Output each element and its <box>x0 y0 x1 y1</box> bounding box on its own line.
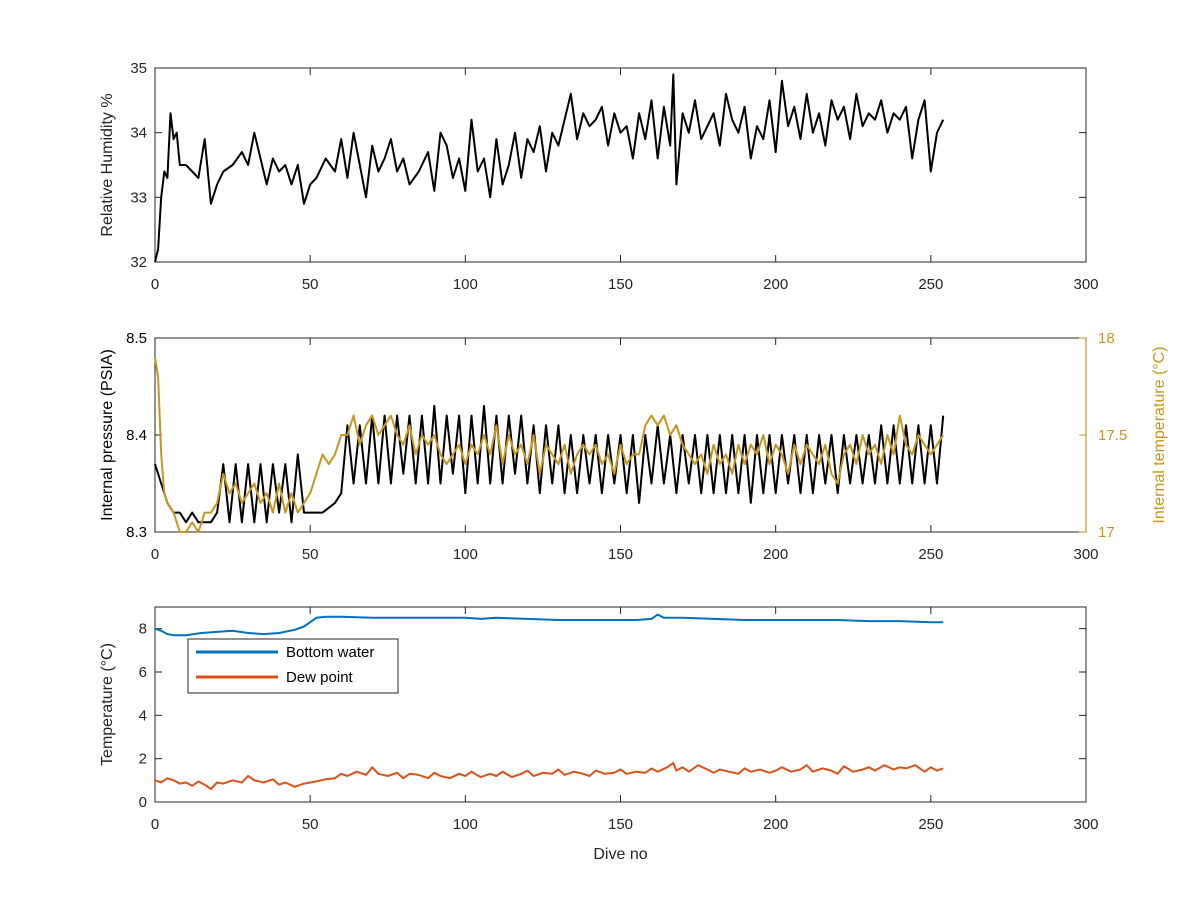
x-tick-label: 150 <box>608 546 633 563</box>
series-lines <box>154 613 944 790</box>
x-tick-label: 300 <box>1073 276 1098 293</box>
legend-label-dew-point: Dew point <box>286 669 354 686</box>
series-line-1-0 <box>154 404 945 524</box>
x-tick-label: 250 <box>918 546 943 563</box>
x-tick-label: 300 <box>1073 546 1098 563</box>
x-tick-label: 200 <box>763 546 788 563</box>
legend-box <box>187 638 399 694</box>
panel-humidity: 0 50 100 150 200 250 300 32 33 34 35 Relative Hum… <box>99 60 1099 293</box>
y-tick-label: 6 <box>139 664 147 681</box>
x-tick-label: 50 <box>302 816 319 833</box>
y-axis-label: Temperature (°C) <box>99 643 116 766</box>
y-ticks: 8.3 8.4 8.5 <box>126 330 162 541</box>
y-axis-label: Internal pressure (PSIA) <box>99 349 116 521</box>
y-ticks: 32 33 34 35 <box>130 60 1086 271</box>
x-ticks: 0 50 100 150 200 250 300 <box>151 607 1099 833</box>
x-tick-label: 250 <box>918 816 943 833</box>
y-tick-label: 8 <box>139 621 147 638</box>
y-tick-label: 4 <box>139 707 147 724</box>
y-tick-label: 8.3 <box>126 524 147 541</box>
x-tick-label: 150 <box>608 816 633 833</box>
series-lines <box>154 357 945 533</box>
y-tick-label: 35 <box>130 60 147 77</box>
y-tick-label-right: 17 <box>1098 524 1115 541</box>
x-ticks: 0 50 100 150 200 250 300 <box>151 68 1099 293</box>
series-lines <box>154 73 945 263</box>
x-tick-label: 50 <box>302 276 319 293</box>
y-tick-label: 0 <box>139 794 147 811</box>
y-tick-label: 33 <box>130 189 147 206</box>
series-line-dew-point <box>154 762 944 790</box>
series-line-0-0 <box>154 73 945 263</box>
y-tick-label: 32 <box>130 254 147 271</box>
y-tick-label: 8.5 <box>126 330 147 347</box>
x-ticks: 0 50 100 150 200 250 300 <box>151 338 1099 563</box>
x-tick-label: 50 <box>302 546 319 563</box>
y-tick-label: 8.4 <box>126 427 147 444</box>
x-tick-label: 250 <box>918 276 943 293</box>
x-tick-label: 150 <box>608 276 633 293</box>
panel-temperature: 0 50 100 150 200 250 300 0 2 4 6 8 Temperature (°C… <box>99 606 1099 863</box>
x-tick-label: 0 <box>151 816 159 833</box>
y-tick-label-right: 18 <box>1098 330 1115 347</box>
panel-pressure: 0 50 100 150 200 250 300 8.3 8.4 8.5 17 17.5 18 In… <box>99 330 1168 563</box>
legend: Bottom water Dew point <box>187 638 399 694</box>
y-ticks: 0 2 4 6 8 <box>139 621 1086 811</box>
legend-label-bottom-water: Bottom water <box>286 644 374 661</box>
series-line-bottom-water <box>154 613 944 637</box>
x-tick-label: 200 <box>763 816 788 833</box>
y-tick-label: 34 <box>130 125 147 142</box>
x-tick-label: 0 <box>151 276 159 293</box>
y-axis-label: Relative Humidity % <box>99 93 116 236</box>
x-tick-label: 100 <box>453 816 478 833</box>
x-tick-label: 200 <box>763 276 788 293</box>
x-tick-label: 0 <box>151 546 159 563</box>
x-tick-label: 100 <box>453 276 478 293</box>
x-tick-label: 100 <box>453 546 478 563</box>
y-tick-label: 2 <box>139 751 147 768</box>
y-axis-label-right: Internal temperature (°C) <box>1151 346 1168 523</box>
y-tick-label-right: 17.5 <box>1098 427 1127 444</box>
x-tick-label: 300 <box>1073 816 1098 833</box>
series-line-1-1 <box>154 357 945 533</box>
x-axis-label: Dive no <box>593 846 647 863</box>
y-ticks-right: 17 17.5 18 <box>1079 330 1127 541</box>
